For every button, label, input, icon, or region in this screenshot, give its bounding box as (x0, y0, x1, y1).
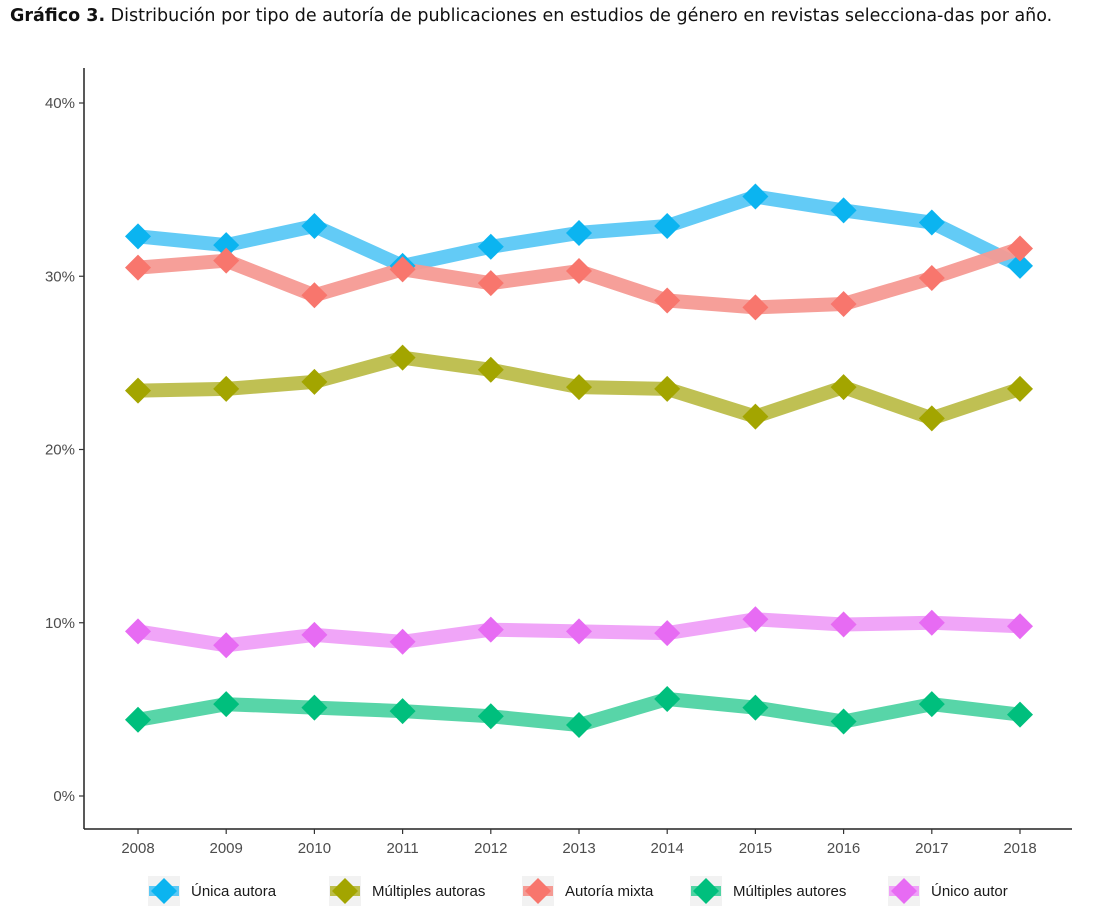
series-0-point (301, 213, 328, 240)
series-1-point (566, 374, 592, 401)
series-3-point (125, 706, 151, 733)
series-3-point (301, 694, 328, 721)
x-tick-label: 2015 (739, 840, 772, 857)
x-tick-label: 2017 (915, 840, 948, 857)
x-tick-label: 2013 (562, 840, 595, 857)
series-2-point (830, 290, 857, 317)
y-tick-label: 10% (45, 615, 75, 632)
series-2-point (389, 256, 416, 283)
series-markers (125, 183, 1033, 738)
y-tick-label: 20% (45, 442, 75, 459)
series-3-point (213, 691, 240, 718)
legend-label: Múltiples autoras (372, 883, 485, 900)
series-0-point (1007, 252, 1033, 279)
chart-caption: Gráfico 3. Distribución por tipo de auto… (10, 6, 1100, 27)
legend: Única autora Múltiples autoras Autoría mix… (148, 876, 1008, 906)
series-2-point (213, 247, 240, 274)
x-tick-label: 2018 (1003, 840, 1036, 857)
legend-label: Único autor (931, 883, 1008, 900)
series-3-point (389, 698, 416, 725)
series-1-point (1007, 375, 1033, 402)
series-1-point (830, 374, 857, 401)
series-2-point (654, 287, 681, 314)
x-tick-label: 2011 (386, 840, 418, 857)
series-2-point (125, 254, 151, 281)
x-tick-label: 2012 (474, 840, 507, 857)
series-3-point (830, 708, 857, 735)
y-tick-label: 0% (53, 788, 75, 805)
series-4-point (213, 632, 240, 659)
legend-key-marker (151, 878, 177, 904)
series-1-point (654, 375, 681, 402)
series-1-point (125, 377, 151, 404)
series-4-point (654, 620, 681, 647)
y-axis-tick-labels: 0% 10% 20% 30% 40% (45, 95, 75, 805)
series-4-point (389, 628, 416, 655)
series-4-point (301, 621, 328, 648)
series-3-point (654, 685, 681, 712)
y-tick-label: 30% (45, 268, 75, 285)
x-tick-label: 2010 (298, 840, 331, 857)
series-2-point (918, 264, 945, 291)
x-tick-label: 2014 (651, 840, 684, 857)
series-0-point (566, 219, 592, 246)
series-1-point (477, 356, 504, 383)
legend-key-marker (891, 878, 917, 904)
series-4-point (477, 616, 504, 643)
series-1-point (742, 403, 769, 430)
series-1-point (918, 405, 945, 432)
series-1-point (301, 368, 328, 395)
legend-key-marker (525, 878, 551, 904)
chart-axes (79, 68, 1072, 834)
series-0-point (742, 183, 769, 210)
series-0-point (654, 213, 681, 240)
caption-text: Distribución por tipo de autoría de publ… (105, 6, 1053, 26)
legend-label: Múltiples autores (733, 883, 846, 900)
legend-key-marker (332, 878, 358, 904)
legend-label: Autoría mixta (565, 883, 654, 900)
series-3-point (566, 711, 592, 738)
series-0-point (213, 232, 240, 259)
series-0-point (125, 223, 151, 250)
series-4-point (125, 618, 151, 645)
legend-key-marker (693, 878, 719, 904)
series-3-point (1007, 701, 1033, 728)
x-tick-label: 2009 (210, 840, 243, 857)
series-2-point (477, 270, 504, 297)
y-tick-label: 40% (45, 95, 75, 112)
series-0-point (830, 197, 857, 224)
series-2-point (566, 258, 592, 285)
series-3-point (742, 694, 769, 721)
series-3-point (477, 703, 504, 730)
series-2-point (301, 282, 328, 309)
series-4-point (830, 611, 857, 638)
series-4-point (1007, 613, 1033, 640)
series-4-point (742, 606, 769, 633)
series-0-point (918, 209, 945, 236)
series-2-point (1007, 235, 1033, 262)
x-tick-label: 2008 (121, 840, 154, 857)
caption-label: Gráfico 3. (10, 6, 106, 26)
series-4-point (918, 609, 945, 636)
x-axis-tick-labels: 2008 2009 2010 2011 2012 2013 2014 2015 2016 2017… (121, 840, 1036, 857)
series-2-point (742, 294, 769, 321)
series-4-point (566, 618, 592, 645)
x-tick-label: 2016 (827, 840, 860, 857)
series-1-point (213, 375, 240, 402)
series-3-point (918, 691, 945, 718)
series-0-point (477, 233, 504, 260)
legend-label: Única autora (191, 883, 277, 900)
series-1-point (389, 344, 416, 371)
